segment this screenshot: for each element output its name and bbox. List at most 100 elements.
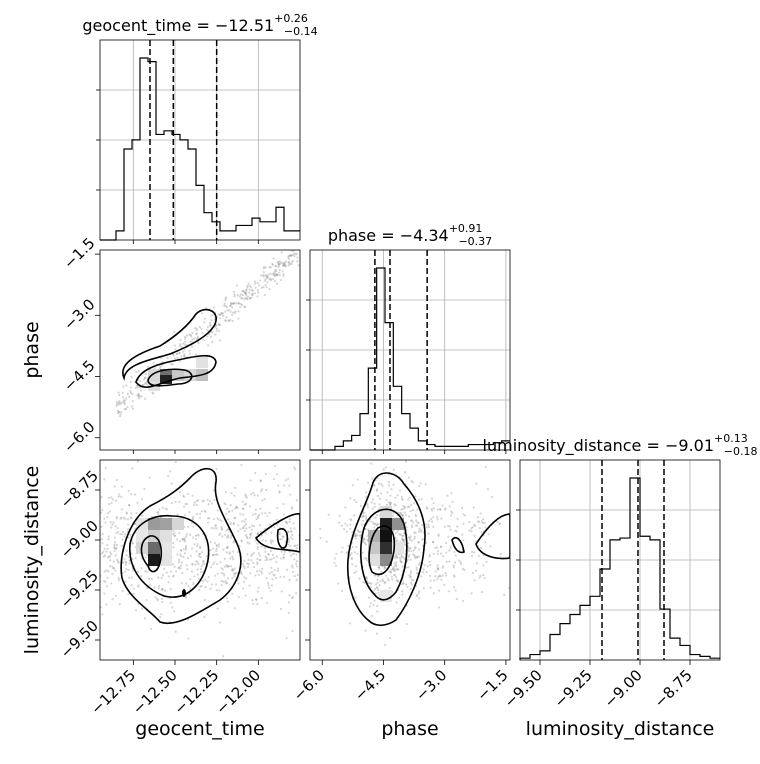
sample-point [387,484,391,487]
sample-point [250,554,253,558]
sample-point [272,257,275,260]
sample-point [350,557,353,560]
sample-point [232,302,235,305]
sample-point [373,526,376,529]
sample-point [121,391,124,394]
sample-point [403,506,407,510]
sample-point [186,568,189,571]
sample-point [202,560,205,563]
sample-point [113,543,116,546]
sample-point [385,503,389,506]
sample-point [252,565,256,569]
sample-point [417,563,421,566]
sample-point [356,478,359,481]
sample-point [216,517,219,520]
sample-point [363,511,366,514]
sample-point [194,563,197,566]
sample-point [353,551,356,554]
sample-point [409,575,413,578]
sample-point [214,574,217,577]
sample-point [366,481,370,484]
sample-point [230,492,233,495]
sample-point [214,524,217,527]
sample-point [160,613,163,616]
sample-point [431,520,434,523]
sample-point [404,521,407,524]
sample-point [185,334,188,337]
sample-point [461,567,465,571]
sample-point [366,538,369,541]
sample-point [483,521,486,525]
sample-point [231,557,235,561]
sample-point [127,527,130,531]
sample-point [215,324,218,327]
sample-point [109,521,112,524]
sample-point [390,568,393,572]
sample-point [294,562,298,565]
sample-point [361,515,364,519]
sample-point [275,273,278,276]
sample-point [282,553,285,556]
sample-point [439,575,442,578]
sample-point [172,542,175,545]
density-cell [148,554,160,566]
sample-point [109,559,112,562]
sample-point [371,477,374,480]
sample-point [294,244,296,246]
sample-point [212,313,215,316]
sample-point [257,531,260,534]
sample-point [154,596,157,599]
sample-point [237,524,240,527]
sample-point [183,354,186,357]
sample-point [120,495,123,498]
sample-point [232,290,236,293]
sample-point [208,321,212,325]
sample-point [247,558,250,562]
sample-point [264,550,267,554]
sample-point [346,551,349,554]
sample-point [146,553,149,556]
title-upper-error: +0.91 [449,222,483,235]
sample-point [363,538,366,541]
sample-point [199,555,202,559]
sample-point [468,521,471,524]
sample-point [231,592,234,595]
sample-point [413,535,416,538]
sample-point [288,594,291,597]
sample-point [223,557,226,561]
sample-point [125,397,128,400]
sample-point [207,333,211,336]
sample-point [295,592,298,595]
sample-point [441,566,444,569]
sample-point [130,552,133,555]
sample-point [130,584,133,587]
sample-point [274,464,277,468]
sample-point [450,491,453,495]
contour-line [122,308,217,381]
sample-point [229,521,232,524]
sample-point [355,533,358,536]
sample-point [229,302,233,306]
sample-point [195,329,198,332]
x-tick-label: −12.25 [171,666,223,718]
sample-point [200,565,203,568]
sample-point [409,571,412,575]
sample-point [218,621,222,624]
sample-point [214,583,218,586]
sample-point [140,567,143,570]
sample-point [174,500,177,504]
sample-point [461,533,464,536]
sample-point [257,586,260,589]
sample-point [298,244,300,246]
density-cell [380,530,392,542]
sample-point [265,558,269,561]
sample-point [338,514,341,517]
sample-point [190,335,193,338]
sample-point [131,467,134,470]
sample-point [295,565,299,568]
sample-point [118,410,121,414]
sample-point [402,538,405,541]
sample-point [445,574,448,577]
sample-point [151,391,154,394]
sample-point [408,574,411,577]
